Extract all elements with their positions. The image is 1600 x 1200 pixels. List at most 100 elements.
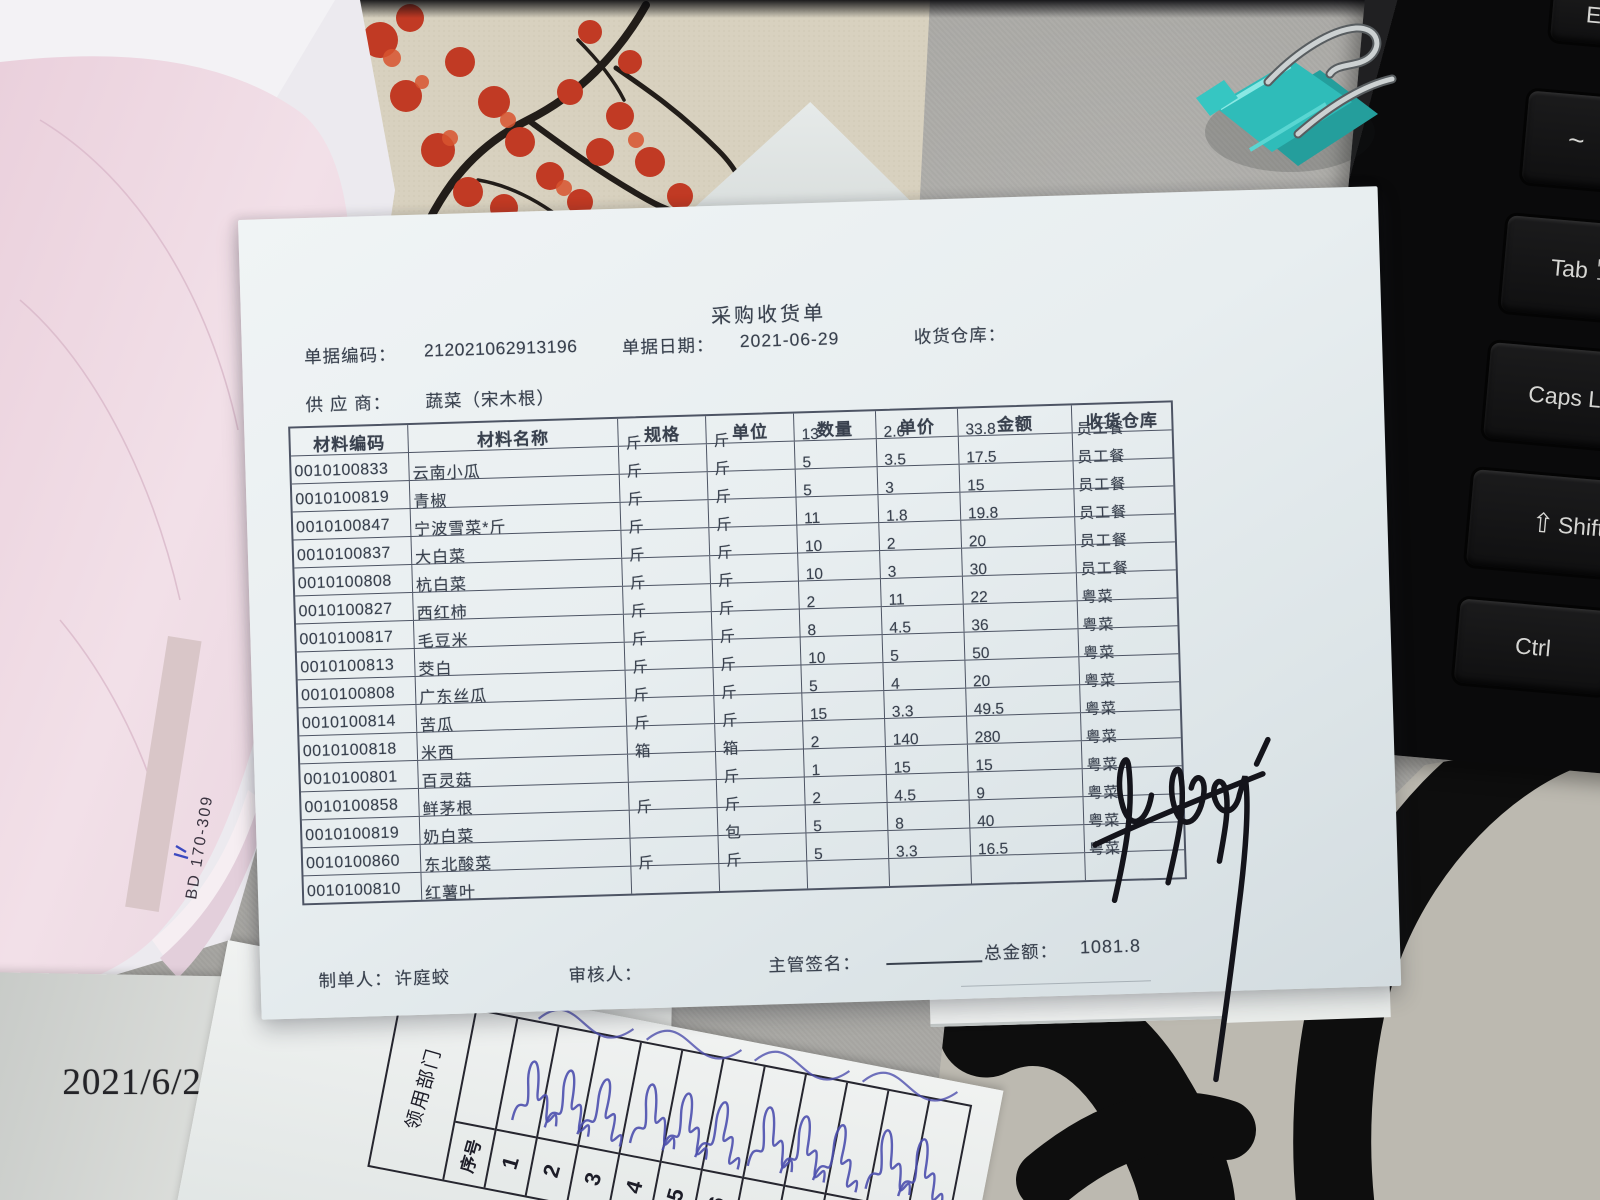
cell-value: 斤 (723, 768, 740, 786)
key-label: Tab (1549, 253, 1590, 283)
cell-value: 员工餐 (1078, 503, 1128, 523)
table-cell: 0010100858 (301, 788, 420, 820)
cell-value: 员工餐 (1077, 447, 1126, 467)
table-cell: 0010100814 (298, 704, 418, 736)
cell-value: 3.3 (895, 843, 918, 861)
cell-value: 斤 (714, 460, 731, 478)
material-code: 0010100847 (295, 516, 391, 537)
cell-value: 33.8 (965, 420, 996, 439)
table-cell: 0010100813 (296, 648, 416, 680)
material-code: 0010100858 (304, 796, 399, 817)
key-label: Shift (1556, 511, 1600, 542)
blue-pen-mark (173, 844, 189, 860)
tab-arrows-icon: ⇤ ⇥ (1595, 252, 1600, 290)
cell-value: 员工餐 (1080, 559, 1129, 579)
cell-value: 斤 (715, 488, 732, 506)
table-cell: 5 (807, 846, 891, 889)
supervisor-label: 主管签名： (768, 952, 862, 976)
recv-warehouse-label: 收货仓库： (913, 324, 1007, 347)
cell-value: 3 (884, 479, 895, 497)
cell-value: 3.5 (884, 451, 907, 469)
material-code: 0010100833 (294, 460, 389, 481)
material-code: 0010100837 (296, 544, 392, 565)
cell-value: 10 (805, 565, 824, 584)
material-code: 0010100819 (305, 824, 400, 845)
cell-value: 粤菜 (1081, 588, 1114, 607)
cell-value: 斤 (633, 715, 650, 733)
cell-value: 斤 (721, 712, 738, 730)
cell-value: 22 (970, 588, 989, 607)
material-code: 0010100801 (303, 768, 398, 789)
cell-value: 2 (806, 594, 816, 612)
shift-arrow-icon: ⇧ (1530, 506, 1556, 539)
cell-value: 15 (966, 476, 985, 495)
cell-value: 斤 (629, 575, 646, 593)
cell-value: 15 (975, 756, 994, 775)
cell-value: 5 (812, 817, 823, 836)
material-code: 0010100860 (305, 852, 401, 873)
supplier-label: 供 应 商： (305, 392, 392, 416)
cell-value: 员工餐 (1076, 419, 1125, 439)
cell-value: 10 (808, 649, 826, 668)
table-cell: 0010100847 (292, 509, 412, 540)
table-cell: 3.3 (889, 843, 973, 886)
cell-value: 斤 (627, 491, 644, 509)
cell-value: 1.8 (885, 507, 908, 525)
cell-value: 斤 (631, 631, 648, 649)
seq-number: 1 (496, 1153, 524, 1173)
signature-blank-line (885, 946, 983, 966)
cell-value: 粤菜 (1082, 616, 1115, 635)
esc-key: Esc (1549, 0, 1600, 50)
maker-value: 许庭蛟 (394, 967, 451, 989)
cell-value: 13 (801, 425, 820, 444)
material-code: 0010100813 (300, 656, 395, 677)
table-cell: 箱 (628, 743, 717, 782)
purchase-receipt: 采购收货单 单据编码： 212021062913196 单据日期： 2021-0… (238, 186, 1402, 1083)
handwritten-signature (1092, 736, 1271, 1083)
cell-value: 斤 (724, 796, 741, 814)
cell-value: 斤 (717, 572, 734, 590)
table-cell: 0010100801 (300, 760, 419, 792)
cell-value: 5 (803, 482, 813, 500)
table-cell: 0010100833 (291, 453, 410, 484)
cell-value: 11 (803, 509, 821, 528)
cell-value: 8 (807, 622, 817, 640)
cell-value: 斤 (719, 628, 736, 646)
cell-value: 斤 (628, 519, 645, 537)
cell-value: 包 (725, 824, 742, 842)
cell-value: 15 (893, 759, 912, 777)
cell-value: 员工餐 (1077, 475, 1127, 495)
cell-value: 箱 (634, 743, 651, 761)
doc-date-label: 单据日期： (621, 334, 715, 358)
cell-value: 斤 (630, 603, 647, 621)
shift-key: ⇧ Shift (1465, 469, 1600, 582)
material-code: 0010100819 (295, 488, 390, 509)
cell-value: 斤 (633, 687, 650, 705)
cell-value: 10 (804, 537, 823, 556)
cell-value: 斤 (628, 547, 645, 565)
cell-value: 19.8 (967, 504, 999, 523)
material-code: 0010100808 (297, 572, 393, 593)
cell-value: 粤菜 (1082, 644, 1116, 663)
cell-value: 17.5 (966, 448, 997, 467)
tilde-key: ~ (1521, 90, 1600, 192)
cell-value: 员工餐 (1079, 531, 1129, 551)
top-edge-shadow (140, 0, 1480, 18)
cell-value: 16.5 (977, 840, 1009, 859)
doc-date-value: 2021-06-29 (739, 328, 840, 352)
cell-value: 斤 (625, 435, 642, 453)
table-cell: 0010100827 (295, 592, 414, 624)
seq-number: 2 (537, 1161, 566, 1181)
seq-number: 4 (620, 1177, 648, 1197)
seq-number-cell: 4 (609, 1152, 660, 1200)
table-cell: 0010100819 (291, 481, 411, 512)
tab-key: Tab ⇤ ⇥ (1500, 215, 1600, 325)
maker-label: 制单人： (318, 968, 393, 991)
seq-number-cell: 5 (650, 1160, 702, 1200)
cell-value: 斤 (725, 852, 743, 870)
cell-value: 斤 (713, 432, 730, 450)
cell-value: 3 (887, 563, 897, 581)
seq-number: 5 (661, 1185, 689, 1200)
doc-title: 采购收货单 (710, 302, 827, 329)
